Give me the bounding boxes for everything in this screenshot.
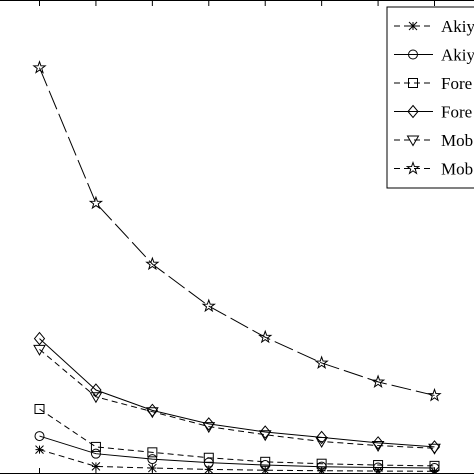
series-line-6	[39, 67, 435, 396]
series-3-point	[147, 447, 158, 458]
series-lines	[39, 67, 435, 472]
series-4-point	[33, 331, 46, 346]
series-3-point	[34, 403, 45, 414]
series-4-point	[203, 417, 215, 431]
series-1-point	[260, 465, 270, 474]
legend-label-4: Fore	[441, 103, 472, 122]
series-line-1	[39, 449, 435, 472]
series-6-point	[201, 298, 216, 313]
legend-marker-1	[408, 21, 418, 31]
series-5-point	[33, 344, 46, 356]
legend-label-5: Mob	[441, 131, 473, 150]
series-4-point	[259, 425, 271, 439]
legend-label-6: Mob	[441, 160, 473, 179]
series-5-point	[371, 441, 385, 453]
series-5-point	[428, 443, 441, 455]
series-5-point	[315, 436, 329, 448]
series-3-point	[316, 458, 327, 469]
series-3-point	[373, 460, 384, 471]
legend-marker-2	[408, 49, 418, 60]
series-2-point	[90, 448, 101, 459]
legend-label-1: Akiy	[441, 17, 474, 36]
series-3-point	[90, 441, 101, 452]
series-line-2	[39, 435, 435, 469]
series-6-point	[427, 387, 442, 402]
series-line-3	[39, 408, 435, 467]
series-4-point	[90, 383, 102, 397]
legend-marker-5	[406, 135, 420, 147]
series-4-point	[315, 430, 328, 445]
legend-marker-4	[407, 104, 419, 119]
legend-marker-6	[405, 160, 421, 175]
series-6-point	[370, 374, 386, 388]
series-3-point	[429, 460, 440, 471]
legend: Akiy Akiy Fore Fore Mob Mob	[386, 6, 474, 189]
series-6-point	[314, 355, 329, 370]
series-5-point	[89, 392, 103, 404]
series-2-point	[34, 431, 45, 442]
series-1-point	[148, 463, 157, 473]
legend-label-2: Akiy	[441, 46, 474, 65]
series-3-point	[260, 456, 271, 467]
legend-label-3: Fore	[441, 74, 472, 93]
series-6-point	[258, 329, 273, 344]
series-2-point	[147, 454, 158, 465]
series-line-4	[39, 338, 435, 448]
series-6-point	[88, 195, 104, 210]
series-3-point	[203, 452, 214, 463]
series-6-point	[145, 256, 160, 271]
series-markers	[32, 60, 442, 474]
series-1-point	[35, 445, 44, 454]
series-6-point	[32, 60, 47, 74]
legend-box	[386, 6, 474, 189]
series-4-point	[372, 436, 384, 450]
series-5-point	[258, 430, 272, 442]
series-line-5	[39, 349, 435, 449]
legend-marker-3	[408, 78, 418, 88]
series-5-point	[145, 407, 159, 419]
series-5-point	[202, 422, 216, 434]
series-1-point	[91, 462, 101, 471]
